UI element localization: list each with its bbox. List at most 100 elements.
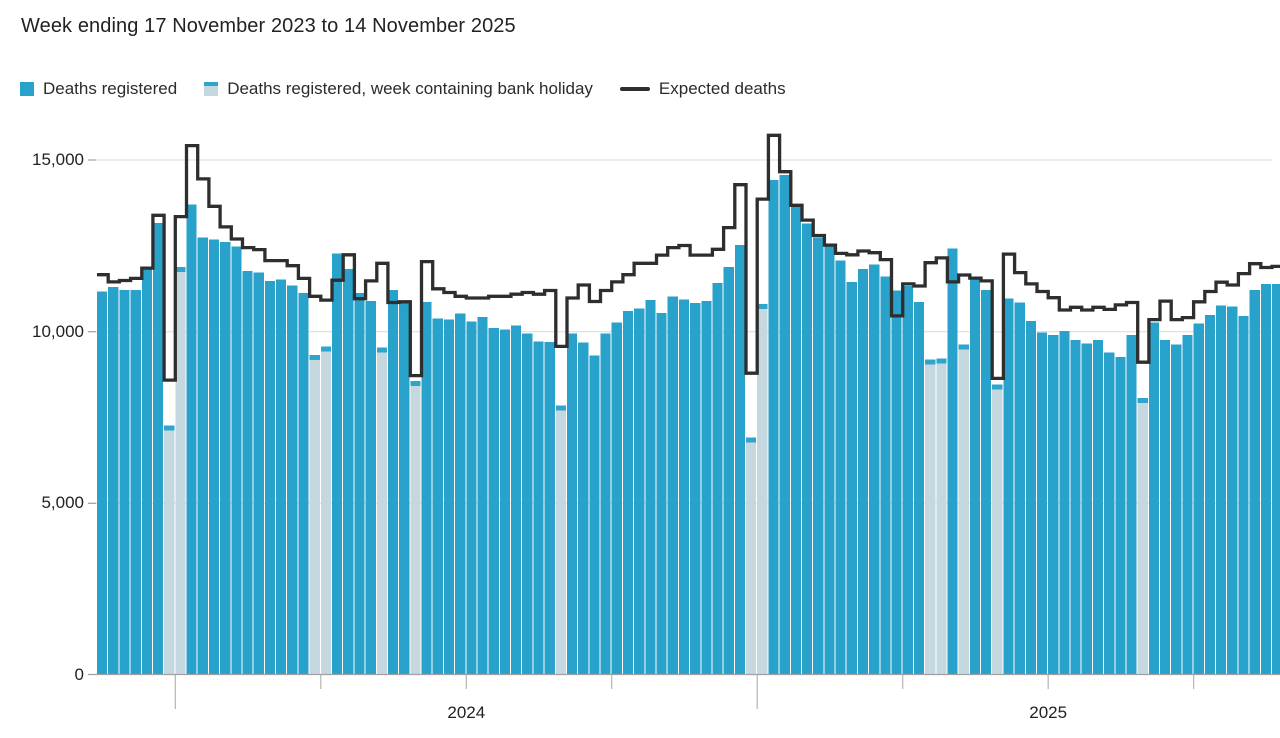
deaths-bar[interactable]	[276, 279, 287, 675]
deaths-bar[interactable]	[332, 253, 343, 674]
deaths-bar[interactable]	[1260, 283, 1271, 674]
bank-holiday-bar[interactable]	[555, 405, 566, 675]
bank-holiday-bar[interactable]	[175, 266, 186, 674]
deaths-bar[interactable]	[511, 325, 522, 675]
deaths-bar[interactable]	[645, 300, 656, 674]
deaths-bar[interactable]	[768, 179, 779, 674]
deaths-bar[interactable]	[622, 311, 634, 674]
bank-holiday-bar[interactable]	[164, 425, 175, 674]
deaths-bar[interactable]	[891, 290, 902, 675]
deaths-bar[interactable]	[611, 322, 622, 674]
deaths-bar[interactable]	[1160, 339, 1171, 674]
deaths-bar[interactable]	[880, 276, 891, 674]
deaths-bar[interactable]	[790, 206, 801, 675]
deaths-bar[interactable]	[567, 333, 578, 674]
deaths-bar[interactable]	[813, 237, 824, 675]
deaths-bar[interactable]	[690, 303, 701, 674]
deaths-bar[interactable]	[141, 266, 152, 674]
deaths-bar[interactable]	[220, 242, 231, 674]
deaths-bar[interactable]	[186, 204, 197, 674]
deaths-bar[interactable]	[197, 237, 208, 674]
deaths-bar[interactable]	[656, 312, 667, 674]
deaths-bar[interactable]	[522, 333, 533, 674]
deaths-bar[interactable]	[287, 285, 298, 674]
bank-holiday-bar[interactable]	[925, 359, 936, 675]
bank-holiday-bar[interactable]	[992, 384, 1003, 675]
deaths-bar[interactable]	[1171, 344, 1182, 674]
deaths-bar[interactable]	[1092, 339, 1104, 674]
deaths-bar[interactable]	[365, 300, 376, 674]
deaths-bar[interactable]	[1227, 306, 1238, 674]
bank-holiday-bar[interactable]	[1137, 397, 1148, 674]
deaths-bar[interactable]	[399, 303, 410, 675]
bank-holiday-bar[interactable]	[410, 381, 421, 674]
bank-holiday-bar[interactable]	[746, 437, 757, 674]
deaths-bar[interactable]	[1104, 352, 1115, 674]
deaths-bar[interactable]	[298, 293, 309, 674]
deaths-bar[interactable]	[343, 268, 354, 674]
deaths-bar[interactable]	[578, 342, 589, 674]
deaths-bar[interactable]	[1193, 323, 1204, 674]
deaths-bar[interactable]	[421, 302, 432, 674]
deaths-bar[interactable]	[1148, 322, 1160, 674]
deaths-bar[interactable]	[1126, 334, 1137, 674]
deaths-bar[interactable]	[253, 272, 264, 674]
deaths-bar[interactable]	[1059, 331, 1070, 674]
deaths-bar[interactable]	[208, 239, 220, 675]
deaths-bar[interactable]	[1182, 334, 1193, 674]
deaths-bar[interactable]	[1204, 314, 1215, 674]
deaths-bar[interactable]	[97, 291, 108, 675]
deaths-bar[interactable]	[712, 282, 723, 674]
deaths-bar[interactable]	[902, 286, 913, 674]
deaths-bar[interactable]	[544, 342, 555, 674]
deaths-bar[interactable]	[1003, 298, 1014, 674]
deaths-bar[interactable]	[913, 301, 925, 674]
deaths-bar[interactable]	[533, 341, 544, 674]
deaths-bar[interactable]	[947, 248, 958, 674]
deaths-bar[interactable]	[835, 260, 846, 674]
deaths-bar[interactable]	[846, 281, 857, 674]
deaths-bar[interactable]	[1115, 357, 1126, 674]
deaths-bar[interactable]	[969, 278, 980, 674]
deaths-bar[interactable]	[1272, 283, 1280, 674]
deaths-bar[interactable]	[152, 222, 164, 675]
bank-holiday-bar[interactable]	[936, 358, 947, 674]
bank-holiday-bar[interactable]	[320, 346, 331, 674]
deaths-bar[interactable]	[869, 264, 880, 674]
deaths-bar[interactable]	[108, 287, 119, 674]
deaths-bar[interactable]	[443, 319, 455, 674]
deaths-bar[interactable]	[589, 355, 600, 674]
deaths-bar[interactable]	[466, 321, 477, 674]
bank-holiday-bar[interactable]	[309, 355, 320, 674]
deaths-bar[interactable]	[678, 299, 690, 674]
deaths-bar[interactable]	[477, 317, 488, 674]
deaths-bar[interactable]	[1081, 343, 1092, 674]
deaths-bar[interactable]	[857, 268, 869, 674]
deaths-bar[interactable]	[981, 289, 992, 674]
deaths-bar[interactable]	[1037, 332, 1048, 674]
deaths-bar[interactable]	[779, 175, 790, 674]
deaths-bar[interactable]	[701, 300, 712, 674]
deaths-bar[interactable]	[600, 333, 611, 674]
bank-holiday-bar[interactable]	[376, 347, 387, 675]
deaths-bar[interactable]	[432, 318, 443, 674]
deaths-bar[interactable]	[1025, 321, 1036, 674]
deaths-bar[interactable]	[1249, 289, 1260, 674]
bank-holiday-bar[interactable]	[958, 344, 969, 674]
deaths-bar[interactable]	[734, 244, 745, 675]
bank-holiday-bar[interactable]	[757, 304, 768, 674]
deaths-bar[interactable]	[723, 267, 734, 674]
deaths-bar[interactable]	[119, 289, 130, 674]
deaths-bar[interactable]	[488, 327, 499, 674]
deaths-bar[interactable]	[667, 296, 678, 674]
deaths-bar[interactable]	[1070, 339, 1081, 674]
deaths-bar[interactable]	[802, 223, 813, 675]
deaths-bar[interactable]	[634, 308, 645, 674]
deaths-bar[interactable]	[1014, 302, 1025, 675]
deaths-bar[interactable]	[130, 289, 141, 674]
deaths-bar[interactable]	[1238, 315, 1249, 674]
deaths-bar[interactable]	[264, 280, 276, 674]
deaths-bar[interactable]	[242, 271, 253, 674]
deaths-bar[interactable]	[387, 290, 399, 674]
deaths-bar[interactable]	[455, 313, 466, 675]
